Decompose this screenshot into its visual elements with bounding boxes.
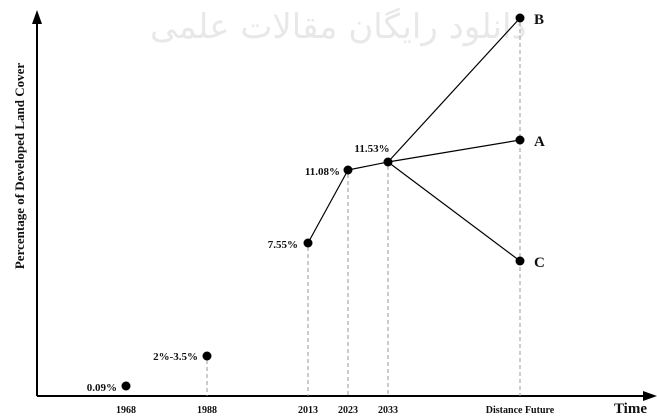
point-scenario-A (515, 135, 525, 145)
scenario-line-C (387, 161, 521, 262)
y-axis-arrow (32, 10, 42, 24)
x-tick-1988: 1988 (197, 405, 217, 416)
segment-2023-2033 (347, 161, 389, 171)
scenario-label-C: C (534, 255, 545, 271)
point-1968 (121, 381, 131, 391)
scenario-line-A (387, 139, 521, 163)
scenario-label-A: A (534, 134, 545, 150)
scenario-label-B: B (534, 12, 544, 28)
point-scenario-C (515, 256, 525, 266)
point-scenario-B (515, 13, 525, 23)
watermark: دانلود رایگان مقالات علمی (150, 7, 527, 47)
axes (32, 10, 657, 401)
line-segments (307, 17, 521, 262)
y-axis-title: Percentage of Developed Land Cover (12, 63, 27, 270)
point-1988 (202, 351, 212, 361)
value-label-2023: 11.08% (305, 166, 340, 178)
scenario-line-B (387, 17, 521, 163)
data-markers (121, 13, 525, 391)
value-label-2013: 7.55% (268, 239, 298, 251)
x-axis-title: Time (614, 401, 647, 416)
x-tick-2013: 2013 (298, 405, 318, 416)
point-2033 (383, 157, 393, 167)
segment-2013-2023 (307, 169, 349, 244)
point-2023 (343, 165, 353, 175)
x-tick-distance-future: Distance Future (486, 405, 555, 416)
x-tick-2023: 2023 (338, 405, 358, 416)
x-tick-labels: 1968 1988 2013 2023 2033 Distance Future (116, 405, 555, 416)
point-2013 (303, 238, 313, 248)
value-label-1968: 0.09% (87, 382, 117, 394)
x-tick-2033: 2033 (378, 405, 398, 416)
value-label-2033: 11.53% (354, 143, 389, 155)
value-label-1988: 2%-3.5% (153, 351, 198, 363)
data-labels: B A C 0.09% 2%-3.5% 7.55% 11.08% 11.53% (87, 12, 545, 394)
x-tick-1968: 1968 (116, 405, 136, 416)
drop-lines (206, 22, 521, 396)
x-axis-arrow (643, 391, 657, 401)
